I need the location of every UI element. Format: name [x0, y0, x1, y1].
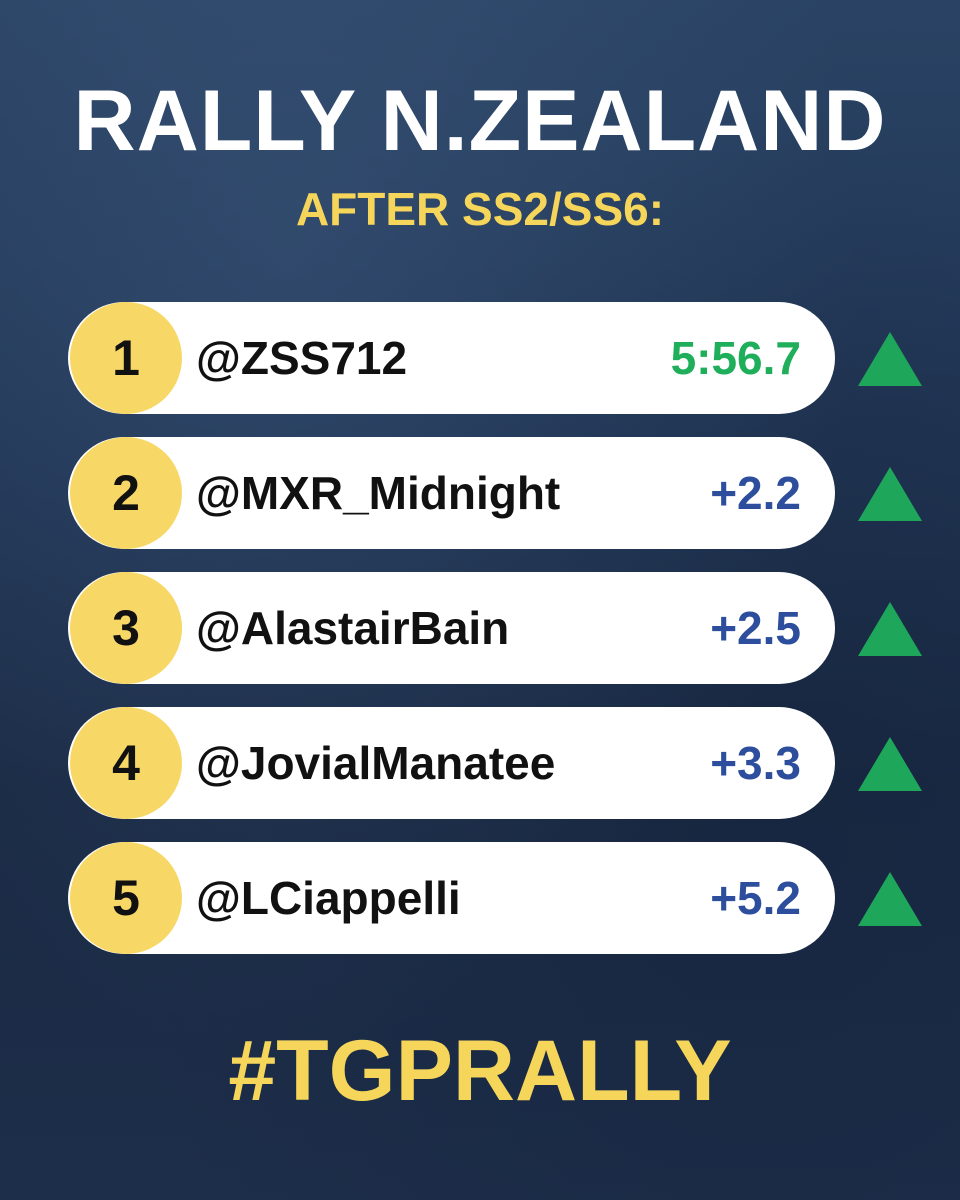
driver-name: @JovialManatee	[196, 737, 556, 789]
standing-row: 5 @LCiappelli +5.2	[68, 842, 835, 954]
driver-name: @LCiappelli	[196, 872, 461, 924]
stage-time: +2.5	[710, 602, 801, 654]
driver-name: @AlastairBain	[196, 602, 510, 654]
stage-time: +2.2	[710, 467, 801, 519]
stage-time: +3.3	[710, 737, 801, 789]
standing-row: 4 @JovialManatee +3.3	[68, 707, 835, 819]
position-badge: 5	[70, 842, 182, 954]
title: RALLY N.ZEALAND	[73, 73, 887, 169]
standing-row: 1 @ZSS712 5:56.7	[68, 302, 835, 414]
position-badge: 2	[70, 437, 182, 549]
standing-row: 2 @MXR_Midnight +2.2	[68, 437, 835, 549]
up-arrow-icon	[858, 467, 922, 521]
driver-name: @MXR_Midnight	[196, 467, 561, 519]
up-arrow-icon	[858, 737, 922, 791]
up-arrow-icon	[858, 602, 922, 656]
subtitle: AFTER SS2/SS6:	[295, 183, 665, 235]
up-arrow-icon	[858, 872, 922, 926]
stage-time: 5:56.7	[670, 332, 801, 384]
standing-row: 3 @AlastairBain +2.5	[68, 572, 835, 684]
position-badge: 3	[70, 572, 182, 684]
stage-time: +5.2	[710, 872, 801, 924]
driver-name: @ZSS712	[196, 332, 408, 384]
position-badge: 4	[70, 707, 182, 819]
position-badge: 1	[70, 302, 182, 414]
hashtag: #TGPRALLY	[228, 1023, 732, 1119]
up-arrow-icon	[858, 332, 922, 386]
